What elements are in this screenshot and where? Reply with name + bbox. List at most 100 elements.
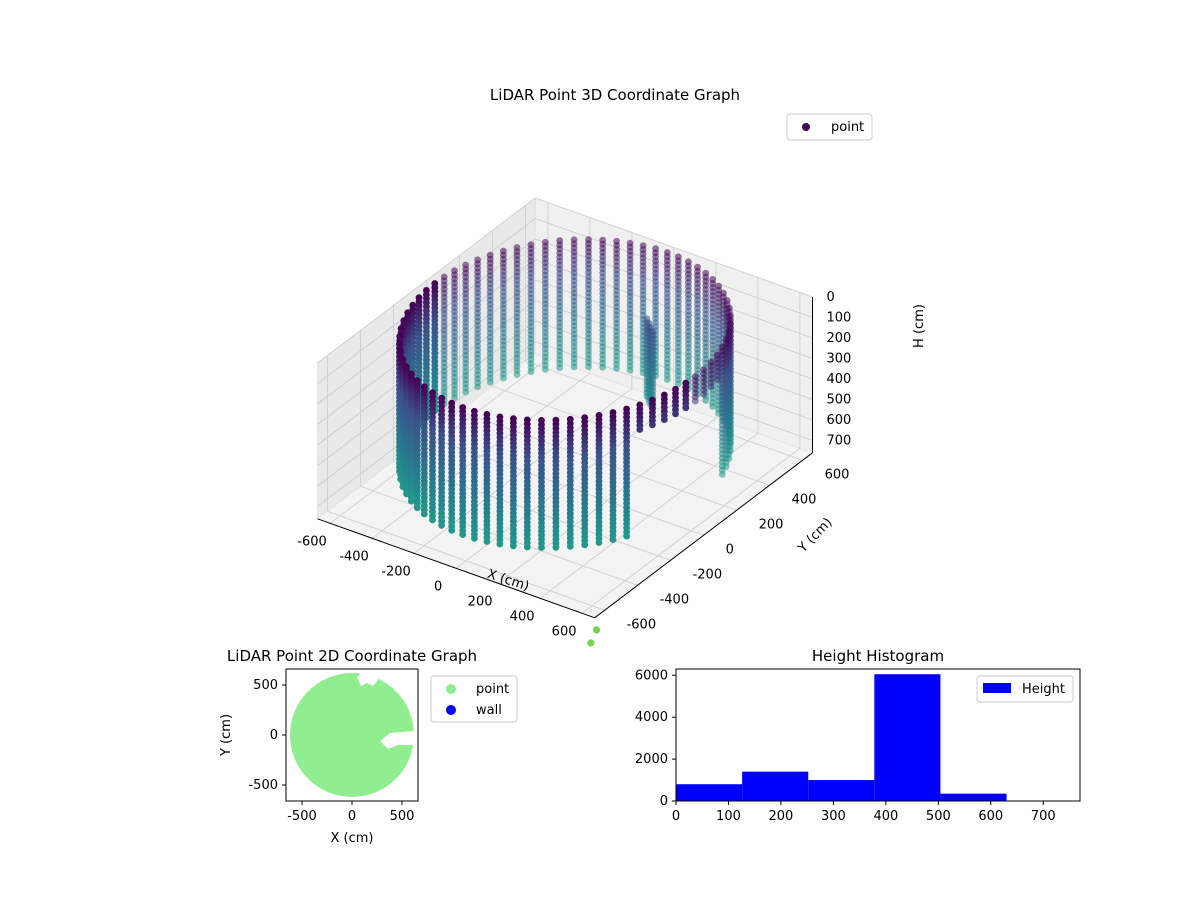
scatter3d-point [585,363,592,371]
scatter3d-legend-label: point [831,120,864,135]
histogram-bar [808,780,875,801]
scatter3d-point [500,374,507,382]
histogram-bar [940,793,1007,801]
scatter3d-point [541,366,549,373]
scatter3d-xtick-label: 200 [468,594,493,609]
scatter3d-outlier-point [587,639,595,647]
scatter2d-notch [380,731,414,749]
scatter2d-legend-label-point: point [476,682,509,697]
scatter3d-point [459,531,467,538]
scatter3d-legend-box [786,113,873,141]
scatter2d-xlabel: X (cm) [331,831,374,846]
scatter3d-grid-z-back [535,279,813,380]
scatter3d-point [510,542,517,550]
scatter3d-title: LiDAR Point 3D Coordinate Graph [490,86,740,104]
scatter3d-point [595,539,603,546]
histogram-xtick-label: 200 [769,809,794,824]
scatter3d-xaxis-line [317,518,595,619]
scatter3d-xtick-label: -200 [381,564,411,579]
scatter3d-grid-z-back [535,300,813,400]
histogram-legend-label: Height [1022,682,1065,697]
scatter3d-point [474,383,481,391]
scatter3d-panes [316,197,814,619]
scatter3d-point [570,363,578,371]
scatter3d-plot: LiDAR Point 3D Coordinate Graph -600-400… [297,86,927,647]
histogram-ytick-label: 6000 [635,668,668,683]
scatter3d-point [420,510,428,518]
scatter3d-ztick-label: 200 [827,331,852,346]
histogram-bars [676,674,1007,801]
scatter3d-yaxis-line [594,452,813,619]
scatter3d-point [626,366,634,374]
histogram-ticks: 0 100 200 300 400 500 600 700 0 2000 4000 6000 [635,668,1056,824]
scatter3d-ytick-label: 600 [825,467,850,482]
histogram-bar [874,674,941,801]
scatter3d-point [451,394,458,402]
histogram-xtick-label: 400 [873,809,898,824]
scatter3d-ytick-label: -200 [693,567,723,582]
scatter3d-grid-y-floor [327,510,605,611]
scatter3d-point [649,421,656,429]
scatter3d-point [609,536,617,543]
histogram-xtick-label: 500 [926,809,951,824]
scatter3d-point [707,383,715,391]
histogram-frame [675,668,1081,802]
scatter2d-ytick-label: 500 [253,678,278,693]
scatter2d-legend-marker-wall [446,705,456,715]
scatter3d-ztick-label: 300 [827,352,852,367]
scatter3d-ylabel: Y (cm) [795,515,836,556]
scatter3d-point [623,532,630,540]
scatter3d-point [527,368,535,376]
scatter2d-legend: point wall [430,675,518,723]
histogram-ytick-label: 0 [660,794,668,809]
scatter2d-legend-label-wall: wall [476,703,502,718]
scatter2d-data [290,671,414,797]
scatter2d-ticks: -500 0 500 -500 0 500 [248,678,414,824]
histogram-plot: Height Histogram 0 100 200 300 400 500 600 7000… [635,647,1081,824]
scatter3d-outlier-point [592,626,601,634]
scatter3d-ztick-label: 600 [827,413,852,428]
scatter3d-grid-z-back [535,218,813,318]
scatter3d-point [438,521,445,529]
scatter3d-points [396,236,734,647]
histogram-ytick-label: 4000 [635,710,668,725]
scatter2d-xtick-label: -500 [287,809,317,824]
scatter3d-xtick-label: 600 [552,624,577,639]
scatter2d-ytick-label: 0 [270,728,278,743]
histogram-bar [676,784,743,801]
scatter3d-point [486,378,494,386]
scatter3d-point [471,535,478,542]
scatter3d-ztick-label: 500 [827,393,852,408]
scatter3d-point [552,543,560,551]
histogram-xtick-label: 0 [672,809,680,824]
scatter3d-point [709,403,717,410]
scatter3d-xtick-label: -400 [339,549,369,564]
scatter3d-point [448,526,456,534]
histogram-xtick-label: 700 [1031,809,1056,824]
scatter3d-point [672,410,679,418]
histogram-legend: Height [976,675,1074,703]
scatter3d-ztick-label: 700 [827,434,852,449]
histogram-title: Height Histogram [812,647,944,665]
scatter3d-grid-z-back [535,238,813,339]
scatter3d-point [429,516,436,524]
scatter3d-point [682,404,690,412]
scatter3d-ztick-label: 0 [827,290,835,305]
scatter3d-point [483,538,491,545]
scatter3d-point [700,390,707,398]
scatter3d-xtick-label: 400 [510,609,535,624]
scatter3d-point [674,380,682,388]
scatter3d-ytick-label: 200 [759,517,784,532]
scatter3d-point [613,365,620,372]
scatter3d-point [407,497,415,505]
scatter2d-legend-marker-point [446,684,456,694]
scatter3d-point [636,426,644,433]
scatter3d-grid-z-back [535,197,813,298]
scatter3d-ytick-label: -400 [660,592,690,607]
scatter3d-point [663,376,671,383]
histogram-xtick-label: 100 [716,809,741,824]
scatter2d-title: LiDAR Point 2D Coordinate Graph [227,647,477,665]
histogram-xtick-label: 300 [821,809,846,824]
